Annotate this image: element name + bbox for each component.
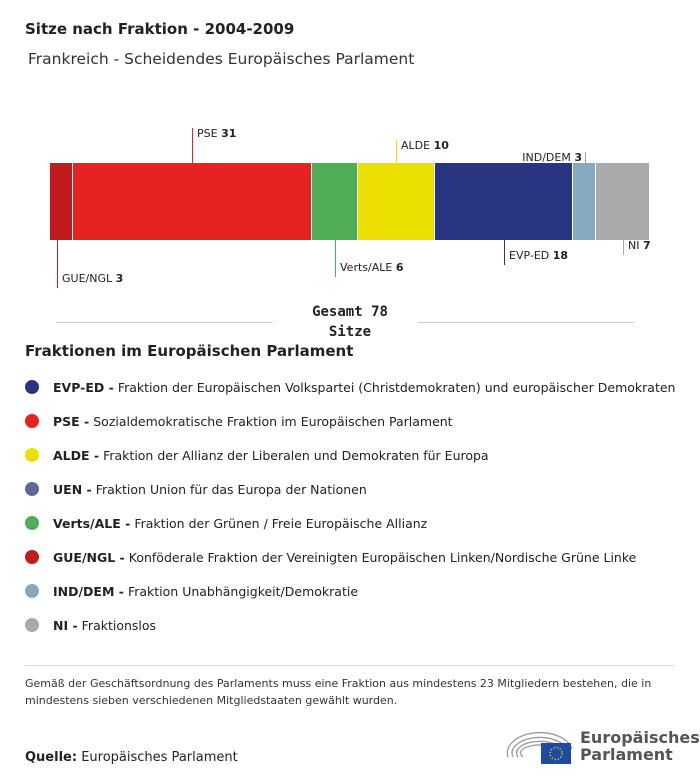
legend-dot-icon bbox=[25, 618, 39, 632]
data-label: ALDE 10 bbox=[401, 139, 449, 152]
leader-line bbox=[192, 128, 193, 163]
legend-dot-icon bbox=[25, 516, 39, 530]
legend-name: Fraktion Union für das Europa der Nation… bbox=[95, 481, 367, 497]
legend-item: Verts/ALE - Fraktion der Grünen / Freie E… bbox=[25, 506, 675, 540]
legend-dot-icon bbox=[25, 448, 39, 462]
legend-abbr: ALDE - bbox=[53, 447, 100, 463]
legend-abbr: Verts/ALE - bbox=[53, 515, 131, 531]
data-label-name: IND/DEM bbox=[522, 151, 575, 164]
legend-name: Fraktion der Allianz der Liberalen und D… bbox=[103, 447, 489, 463]
leader-line bbox=[623, 240, 624, 255]
legend-dot-icon bbox=[25, 550, 39, 564]
legend-name: Sozialdemokratische Fraktion im Europäis… bbox=[93, 413, 453, 429]
data-label-value: 3 bbox=[574, 151, 582, 164]
logo-line1: Europäisches bbox=[580, 728, 700, 747]
legend-abbr: UEN - bbox=[53, 481, 92, 497]
total-seats: Gesamt 78 Sitze bbox=[270, 302, 430, 342]
divider-left bbox=[56, 322, 273, 323]
bar-segment-pse bbox=[73, 163, 311, 240]
bar-segment-verts-ale bbox=[311, 163, 357, 240]
data-label: NI 7 bbox=[628, 239, 651, 252]
total-unit: Sitze bbox=[328, 324, 372, 340]
leader-line bbox=[335, 240, 336, 277]
data-label-name: ALDE bbox=[401, 139, 434, 152]
legend-name: Fraktion der Europäischen Volkspartei (C… bbox=[117, 379, 676, 395]
legend-name: Konföderale Fraktion der Vereinigten Eur… bbox=[128, 549, 637, 565]
data-label-value: 31 bbox=[221, 127, 237, 140]
logo-line2: Parlament bbox=[580, 745, 673, 764]
legend-item: NI - Fraktionslos bbox=[25, 608, 675, 642]
data-label-value: 10 bbox=[433, 139, 449, 152]
chart-subtitle: Frankreich - Scheidendes Europäisches Pa… bbox=[28, 50, 415, 68]
legend-name: Fraktionslos bbox=[81, 617, 157, 633]
legend-dot-icon bbox=[25, 482, 39, 496]
bar-segment-evp-ed bbox=[434, 163, 573, 240]
stacked-bar-chart: GUE/NGL 3 PSE 31 Verts/ALE 6 ALDE 10 EVP-ED … bbox=[0, 0, 700, 345]
data-label-value: 18 bbox=[552, 249, 569, 262]
data-label-name: Verts/ALE bbox=[340, 261, 396, 274]
legend-abbr: EVP-ED - bbox=[53, 379, 114, 395]
legend-dot-icon bbox=[25, 380, 39, 394]
legend-abbr: PSE - bbox=[53, 413, 90, 429]
bar-segment-gue-ngl bbox=[50, 163, 73, 240]
legend-item: PSE - Sozialdemokratische Fraktion im Eur… bbox=[25, 404, 675, 438]
ep-logo: Europäisches Parlament bbox=[505, 727, 700, 767]
legend-dot-icon bbox=[25, 414, 39, 428]
legend-item: ALDE - Fraktion der Allianz der Liberalen… bbox=[25, 438, 675, 472]
legend-name: Fraktion der Grünen / Freie Europäische … bbox=[134, 515, 428, 531]
bar-segment-ind-dem bbox=[573, 163, 596, 240]
data-label: EVP-ED 18 bbox=[509, 249, 568, 262]
divider-right bbox=[418, 322, 634, 323]
footnote: Gemäß der Geschäftsordnung des Parlament… bbox=[25, 665, 675, 709]
data-label-value: 6 bbox=[395, 261, 404, 274]
leader-line bbox=[504, 240, 505, 265]
data-label: PSE 31 bbox=[197, 127, 236, 140]
data-label: GUE/NGL 3 bbox=[62, 272, 123, 285]
legend: EVP-ED - Fraktion der Europäischen Volksp… bbox=[25, 370, 675, 642]
source: Quelle: Europäisches Parlament bbox=[25, 750, 238, 765]
data-label-value: 3 bbox=[115, 272, 124, 285]
source-label: Quelle: bbox=[25, 750, 78, 765]
chart-title: Sitze nach Fraktion - 2004-2009 bbox=[25, 20, 295, 38]
leader-line bbox=[396, 140, 397, 163]
total-label: Gesamt 78 bbox=[312, 304, 388, 320]
data-label: IND/DEM 3 bbox=[522, 151, 582, 164]
hemicycle-eu-flag-icon bbox=[506, 731, 573, 764]
legend-abbr: NI - bbox=[53, 617, 78, 633]
data-label-name: NI bbox=[628, 239, 643, 252]
legend-abbr: IND/DEM - bbox=[53, 583, 124, 599]
leader-line bbox=[585, 152, 586, 163]
legend-item: GUE/NGL - Konföderale Fraktion der Verein… bbox=[25, 540, 675, 574]
legend-item: EVP-ED - Fraktion der Europäischen Volksp… bbox=[25, 370, 675, 404]
bar-segment-alde bbox=[357, 163, 434, 240]
bar-segment-ni bbox=[596, 163, 649, 240]
data-label-name: GUE/NGL bbox=[62, 272, 116, 285]
legend-name: Fraktion Unabhängigkeit/Demokratie bbox=[127, 583, 359, 599]
legend-abbr: GUE/NGL - bbox=[53, 549, 125, 565]
leader-line bbox=[57, 240, 58, 288]
legend-dot-icon bbox=[25, 584, 39, 598]
data-label-value: 7 bbox=[642, 239, 651, 252]
data-label-name: PSE bbox=[197, 127, 222, 140]
legend-item: IND/DEM - Fraktion Unabhängigkeit/Demokra… bbox=[25, 574, 675, 608]
legend-item: UEN - Fraktion Union für das Europa der N… bbox=[25, 472, 675, 506]
data-label: Verts/ALE 6 bbox=[340, 261, 403, 274]
legend-title: Fraktionen im Europäischen Parlament bbox=[25, 342, 354, 360]
data-label-name: EVP-ED bbox=[509, 249, 553, 262]
source-value: Europäisches Parlament bbox=[81, 750, 238, 765]
